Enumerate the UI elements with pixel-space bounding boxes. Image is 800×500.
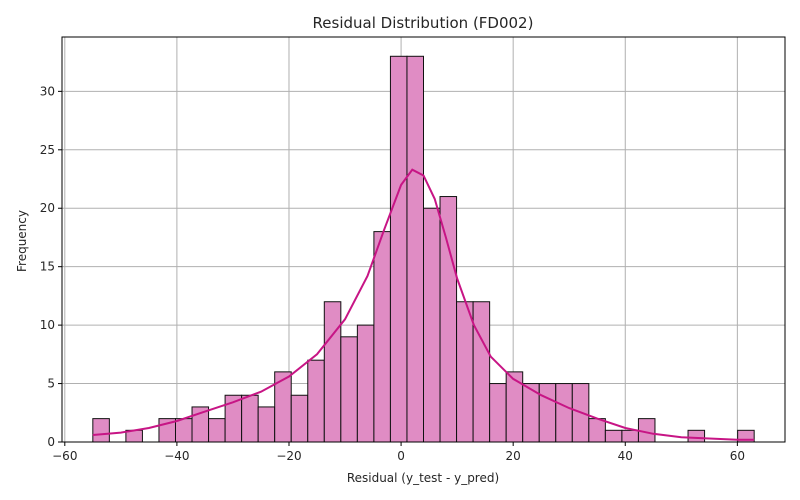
histogram-bar bbox=[472, 301, 491, 443]
histogram-bar bbox=[588, 418, 606, 443]
y-tick-label: 30 bbox=[40, 84, 55, 98]
histogram-bars bbox=[92, 55, 755, 443]
x-tick-label: −60 bbox=[52, 449, 77, 463]
plot-frame bbox=[61, 36, 786, 443]
x-tick-label: −40 bbox=[164, 449, 189, 463]
x-axis-ticks: −60 −40 −20 0 20 40 60 bbox=[52, 442, 745, 463]
histogram-bar bbox=[356, 324, 375, 443]
histogram-bar bbox=[241, 394, 259, 443]
histogram-bar bbox=[687, 429, 706, 443]
histogram-bar bbox=[389, 55, 408, 443]
histogram-bar bbox=[621, 429, 639, 443]
histogram-bar bbox=[290, 394, 309, 443]
histogram-bar bbox=[406, 55, 424, 443]
histogram-bar bbox=[604, 429, 623, 443]
y-tick-label: 15 bbox=[40, 260, 55, 274]
histogram-bar bbox=[323, 301, 342, 443]
y-axis-ticks: 0 5 10 15 20 25 30 bbox=[40, 84, 62, 449]
histogram-bar bbox=[92, 418, 110, 443]
x-tick-label: 20 bbox=[506, 449, 521, 463]
histogram-bar bbox=[307, 359, 325, 443]
histogram-bar bbox=[174, 418, 193, 443]
x-tick-label: 40 bbox=[618, 449, 633, 463]
y-tick-label: 10 bbox=[40, 318, 55, 332]
y-axis-title: Frequency bbox=[15, 210, 29, 272]
histogram-bar bbox=[423, 207, 441, 443]
histogram-bar bbox=[555, 383, 573, 443]
histogram-bar bbox=[208, 418, 226, 443]
x-tick-label: 0 bbox=[397, 449, 405, 463]
y-tick-label: 20 bbox=[40, 201, 55, 215]
x-axis-title: Residual (y_test - y_pred) bbox=[347, 471, 499, 485]
x-tick-label: 60 bbox=[730, 449, 745, 463]
histogram-bar bbox=[340, 336, 358, 443]
y-tick-label: 5 bbox=[47, 377, 55, 391]
y-tick-label: 25 bbox=[40, 143, 55, 157]
histogram-bar bbox=[538, 383, 557, 443]
histogram-bar bbox=[439, 196, 458, 443]
y-tick-label: 0 bbox=[47, 435, 55, 449]
histogram-bar bbox=[489, 383, 507, 443]
histogram-bar bbox=[257, 406, 276, 443]
chart-title: Residual Distribution (FD002) bbox=[313, 14, 534, 32]
histogram-bar bbox=[373, 231, 391, 443]
x-tick-label: −20 bbox=[276, 449, 301, 463]
kde-density-line bbox=[92, 168, 755, 441]
histogram-bar bbox=[456, 301, 474, 443]
